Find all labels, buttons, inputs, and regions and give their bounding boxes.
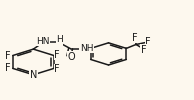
Text: F: F [54,64,60,74]
Text: N: N [56,38,63,47]
Text: F: F [141,45,146,55]
Text: N: N [30,70,37,80]
Text: H: H [56,35,63,44]
Text: O: O [68,52,75,62]
Text: F: F [145,38,151,48]
Text: F: F [5,50,11,60]
Text: F: F [54,50,60,60]
Text: F: F [133,33,138,43]
Text: F: F [5,63,11,73]
Text: NH: NH [80,44,94,52]
Text: HN: HN [36,37,49,46]
